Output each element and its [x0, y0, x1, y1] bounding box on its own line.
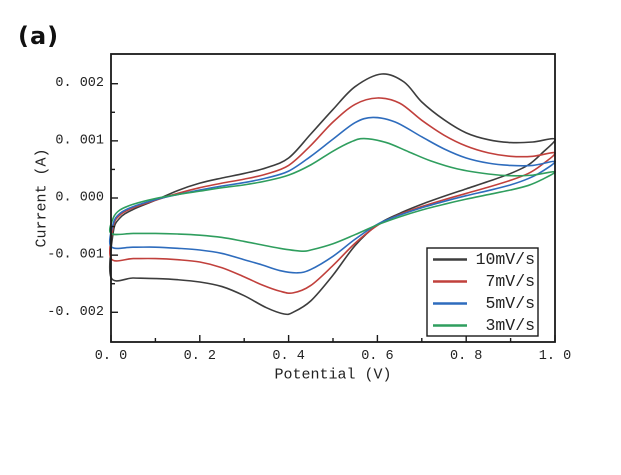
y-tick-label: 0. 002 — [55, 76, 104, 91]
x-axis-label: Potential (V) — [274, 367, 391, 384]
x-tick-label: 0. 2 — [184, 349, 216, 364]
legend: 10mV/s 7mV/s 5mV/s 3mV/s — [426, 247, 539, 337]
x-tick-label: 0. 6 — [361, 349, 393, 364]
legend-label-7mVs: 7mV/s — [485, 272, 535, 291]
x-tick-label: 1. 0 — [539, 349, 571, 364]
x-tick-label: 0. 8 — [450, 349, 482, 364]
y-tick-label: 0. 000 — [55, 191, 104, 206]
y-tick-label: -0. 001 — [47, 248, 104, 263]
axis-ticks — [110, 83, 556, 342]
cv-curve-3mVs — [108, 137, 556, 253]
legend-label-3mVs: 3mV/s — [485, 316, 535, 335]
legend-label-10mVs: 10mV/s — [476, 250, 535, 269]
legend-label-5mVs: 5mV/s — [485, 294, 535, 313]
y-tick-label: -0. 002 — [47, 305, 104, 320]
x-tick-label: 0. 0 — [95, 349, 127, 364]
x-tick-label: 0. 4 — [272, 349, 304, 364]
legend-box — [426, 247, 539, 337]
axis-tick-labels: 0. 0 0. 2 0. 4 0. 6 0. 8 1. 0 0. 002 0. 001 0. 0… — [47, 76, 571, 364]
y-tick-label: 0. 001 — [55, 133, 104, 148]
panel-label: (a) — [18, 22, 60, 50]
y-axis-label: Current (A) — [34, 148, 51, 247]
